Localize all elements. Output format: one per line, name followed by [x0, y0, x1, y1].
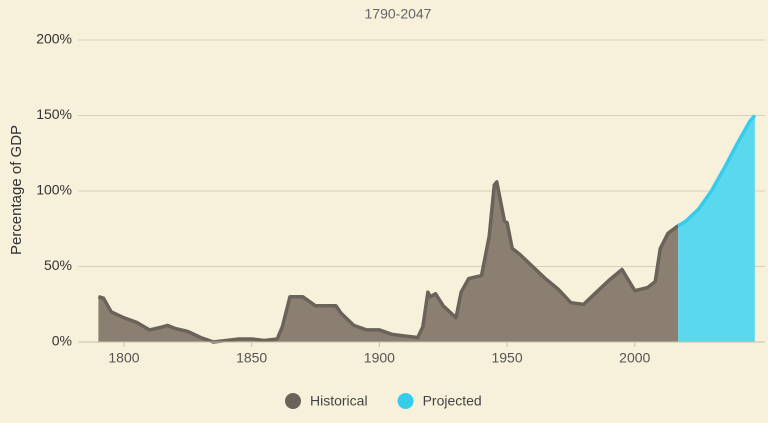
legend-swatch [285, 393, 301, 409]
legend-label: Historical [310, 393, 368, 409]
series-line [677, 114, 757, 228]
x-tick-label: 1900 [364, 350, 395, 366]
area-fill [98, 181, 679, 342]
y-tick-label: 150% [36, 106, 72, 122]
area-fill [678, 115, 755, 342]
y-tick-label: 100% [36, 182, 72, 198]
y-tick-label: 200% [36, 31, 72, 47]
legend-label: Projected [423, 393, 482, 409]
y-axis-label: Percentage of GDP [8, 125, 25, 255]
x-tick-label: 1800 [108, 350, 139, 366]
x-tick-label: 1850 [236, 350, 267, 366]
y-tick-label: 0% [52, 333, 72, 349]
chart-subtitle: 1790-2047 [365, 6, 432, 22]
x-tick-label: 2000 [619, 350, 650, 366]
legend-swatch [397, 393, 414, 409]
x-tick-label: 1950 [491, 350, 522, 366]
series-line [97, 180, 680, 344]
y-tick-label: 50% [44, 257, 72, 273]
